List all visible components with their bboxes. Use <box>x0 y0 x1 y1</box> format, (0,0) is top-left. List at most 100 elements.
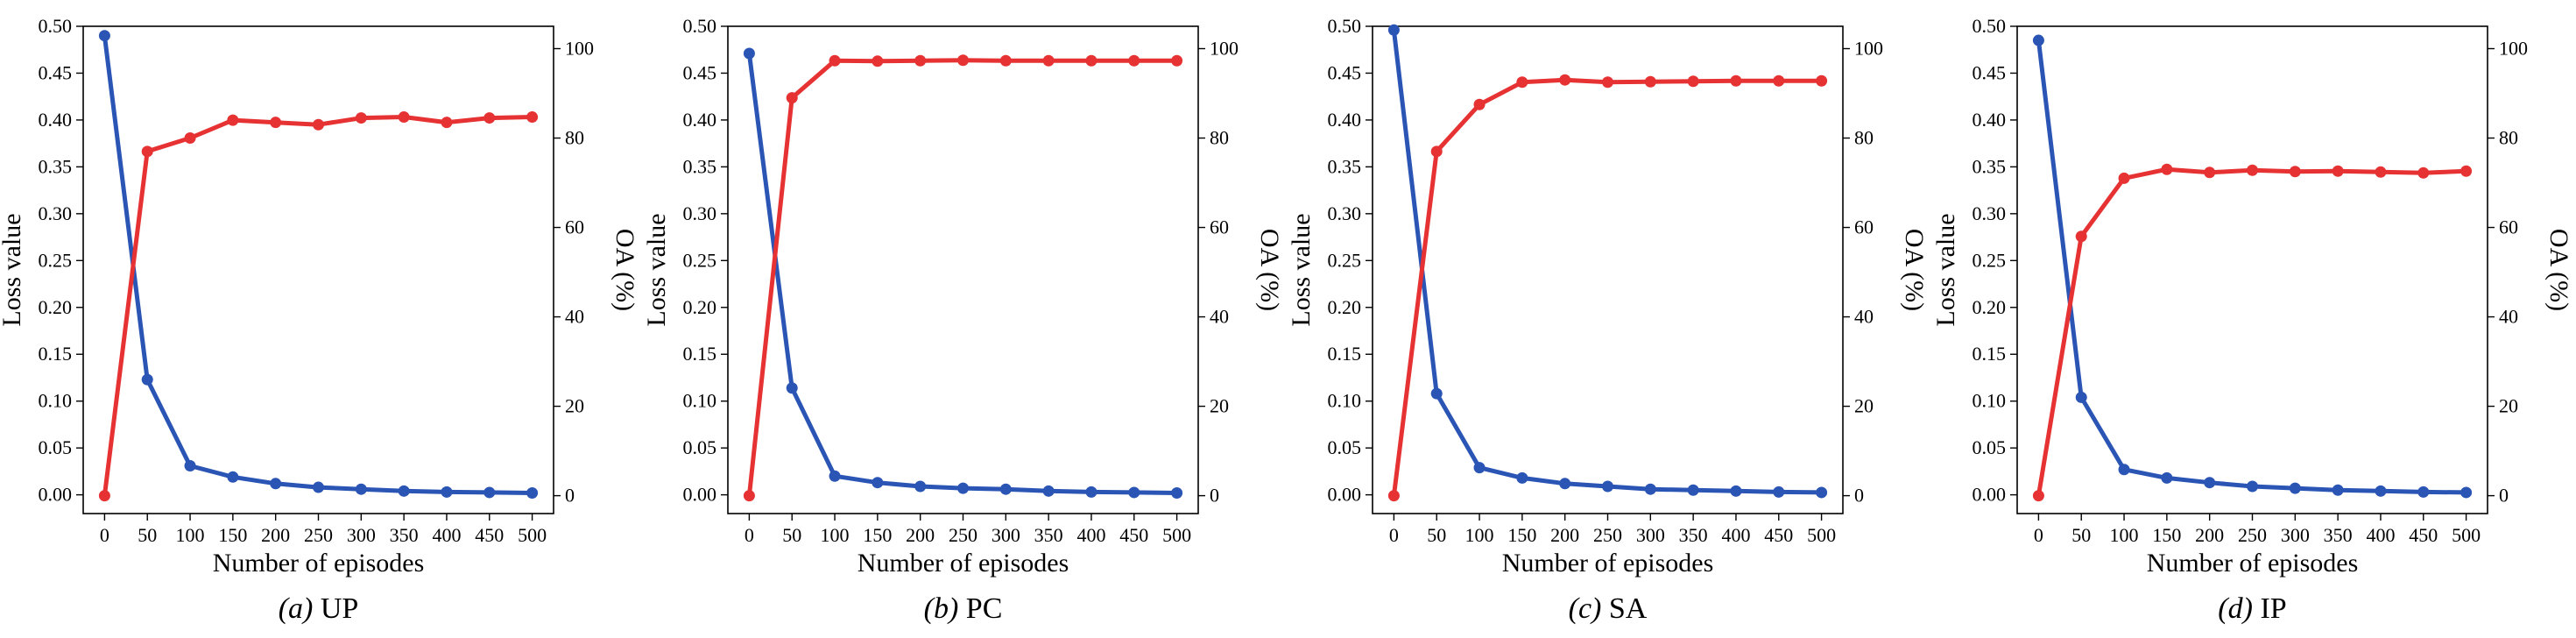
data-point-loss <box>872 477 884 489</box>
data-point-loss <box>743 47 755 60</box>
data-point-oa <box>1042 54 1055 67</box>
x-tick-label: 0 <box>1389 524 1399 546</box>
data-point-oa <box>1128 54 1140 67</box>
y-right-tick-label: 20 <box>565 395 584 417</box>
y-right-tick-label: 100 <box>1854 38 1883 60</box>
y-right-axis-label: OA (%) <box>1255 229 1284 311</box>
data-point-loss <box>2417 486 2430 498</box>
data-point-oa <box>1516 76 1528 89</box>
data-point-oa <box>184 132 196 145</box>
x-tick-label: 400 <box>432 524 461 546</box>
data-point-oa <box>2460 165 2473 177</box>
plot-frame <box>2016 25 2488 514</box>
data-point-loss <box>2075 391 2087 403</box>
data-point-loss <box>2032 34 2044 46</box>
y-left-tick-label: 0.40 <box>683 109 717 131</box>
y-left-tick-label: 0.35 <box>683 155 717 177</box>
data-point-loss <box>184 459 196 471</box>
series-line-oa <box>2036 167 2469 499</box>
data-point-loss <box>355 483 367 495</box>
x-tick-label: 50 <box>2071 524 2091 546</box>
data-point-loss <box>786 382 798 394</box>
data-point-oa <box>999 54 1012 67</box>
data-point-loss <box>1773 486 1785 498</box>
y-left-tick-label: 0.15 <box>683 343 717 365</box>
data-point-loss <box>914 480 927 493</box>
y-left-tick-label: 0.45 <box>39 61 73 83</box>
x-tick-label: 50 <box>1427 524 1446 546</box>
data-point-loss <box>1128 486 1140 499</box>
series-line-loss <box>2036 38 2469 495</box>
data-point-loss <box>1730 485 1742 497</box>
x-tick-label: 50 <box>138 524 157 546</box>
data-point-oa <box>1430 145 1443 158</box>
data-point-loss <box>1602 480 1613 493</box>
data-point-loss <box>526 486 539 499</box>
y-left-tick-label: 0.20 <box>39 296 73 318</box>
y-right-tick-label: 20 <box>1210 395 1229 417</box>
x-tick-label: 350 <box>2324 524 2353 546</box>
x-tick-label: 300 <box>992 524 1020 546</box>
chart-panel-1: 0 50 100 150 200 250 300 350 400 450 5000.000.050.… <box>0 15 639 625</box>
y-right-tick-label: 20 <box>2499 395 2518 417</box>
series-line-loss <box>746 51 1180 495</box>
x-tick-label: 250 <box>304 524 333 546</box>
data-point-oa <box>1816 74 1828 87</box>
y-left-tick-label: 0.50 <box>1328 15 1362 37</box>
series-line-loss <box>1391 27 1824 495</box>
data-point-loss <box>441 486 453 498</box>
data-point-oa <box>1730 74 1742 87</box>
y-left-tick-label: 0.10 <box>683 390 717 412</box>
x-tick-label: 450 <box>475 524 504 546</box>
x-axis-label: Number of episodes <box>213 549 425 578</box>
data-point-oa <box>2332 165 2344 177</box>
y-left-tick-label: 0.25 <box>1328 249 1362 271</box>
data-point-oa <box>1171 54 1183 67</box>
caption-label: IP <box>2253 592 2287 625</box>
y-right-tick-label: 100 <box>2499 38 2528 60</box>
y-left-tick-label: 0.20 <box>683 296 717 318</box>
series-line-oa <box>102 115 535 499</box>
x-tick-label: 200 <box>906 524 935 546</box>
data-point-oa <box>1687 75 1699 88</box>
data-point-oa <box>313 118 324 131</box>
y-left-tick-label: 0.20 <box>1328 296 1362 318</box>
chart-panel-2: 0 50 100 150 200 250 300 350 400 450 5000.000.050.… <box>642 15 1284 625</box>
y-left-tick-label: 0.30 <box>39 202 73 224</box>
data-point-oa <box>957 54 969 67</box>
x-axis-label: Number of episodes <box>857 549 1069 578</box>
data-point-oa <box>526 111 539 124</box>
x-tick-label: 250 <box>1593 524 1622 546</box>
chart-panel-4: 0 50 100 150 200 250 300 350 400 450 5000.000.050.… <box>1931 15 2573 625</box>
y-left-axis-label: Loss value <box>0 213 26 326</box>
x-tick-label: 400 <box>2366 524 2395 546</box>
x-tick-label: 200 <box>2195 524 2224 546</box>
y-left-tick-label: 0.00 <box>1973 484 2007 506</box>
panel-caption: (a) UP <box>279 592 359 625</box>
data-point-oa <box>829 54 841 67</box>
y-left-tick-label: 0.35 <box>1973 155 2007 177</box>
y-left-tick-label: 0.50 <box>39 15 73 37</box>
data-point-loss <box>2118 464 2130 476</box>
data-point-oa <box>98 490 110 502</box>
x-tick-label: 0 <box>100 524 109 546</box>
y-right-tick-label: 80 <box>1210 127 1229 149</box>
x-tick-label: 250 <box>2238 524 2267 546</box>
plot-frame <box>82 25 554 514</box>
y-left-tick-label: 0.30 <box>683 202 717 224</box>
y-left-tick-label: 0.05 <box>39 436 73 458</box>
caption-label: UP <box>313 592 358 625</box>
data-point-oa <box>1773 74 1785 87</box>
x-tick-label: 500 <box>2452 524 2481 546</box>
data-point-loss <box>398 485 410 497</box>
y-left-tick-label: 0.20 <box>1973 296 2007 318</box>
x-tick-label: 0 <box>745 524 754 546</box>
x-tick-label: 300 <box>2281 524 2310 546</box>
data-point-loss <box>957 482 969 494</box>
y-left-axis-label: Loss value <box>1287 213 1316 326</box>
y-right-tick-label: 40 <box>2499 306 2518 328</box>
data-point-oa <box>2247 164 2258 176</box>
data-point-loss <box>1644 483 1656 495</box>
panel-caption: (b) PC <box>924 592 1003 625</box>
y-left-tick-label: 0.25 <box>683 249 717 271</box>
